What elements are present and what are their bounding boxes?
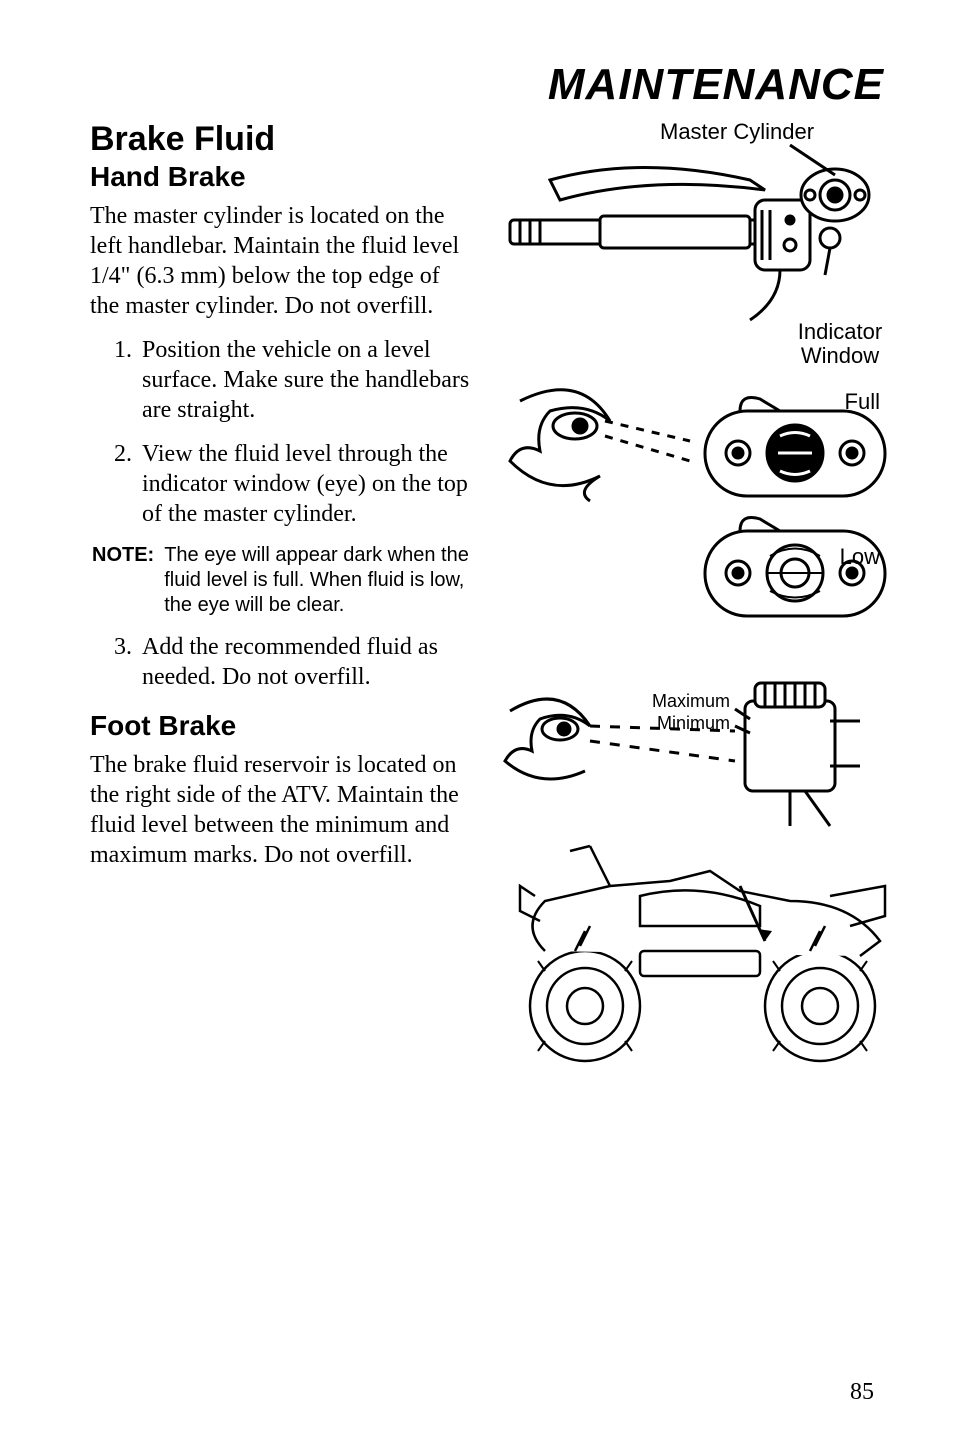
hand-brake-heading: Hand Brake	[90, 161, 470, 193]
master-cylinder-label: Master Cylinder	[660, 120, 814, 144]
illustration-column: Master Cylinder	[490, 120, 910, 1414]
maximum-label: Maximum	[640, 691, 730, 713]
atv-illustration	[490, 831, 910, 1071]
foot-brake-heading: Foot Brake	[90, 710, 470, 742]
section-title: Brake Fluid	[90, 120, 470, 159]
hand-brake-intro: The master cylinder is located on the le…	[90, 201, 470, 321]
step-2: View the fluid level through the indicat…	[138, 439, 470, 529]
note-block: NOTE: The eye will appear dark when the …	[90, 543, 470, 618]
low-label: Low	[840, 545, 880, 569]
indicator-window-label: Indicator Window	[770, 320, 910, 368]
page-title: MAINTENANCE	[90, 60, 884, 110]
step-3: Add the recommended fluid as needed. Do …	[138, 632, 470, 692]
full-label: Full	[845, 390, 880, 414]
foot-brake-body: The brake fluid reservoir is located on …	[90, 750, 470, 870]
text-column: Brake Fluid Hand Brake The master cylind…	[90, 120, 470, 1414]
note-text: The eye will appear dark when the fluid …	[164, 543, 470, 618]
minimum-label: Minimum	[640, 713, 730, 735]
handlebar-illustration	[490, 120, 910, 345]
low-indicator-illustration	[490, 516, 910, 631]
step-1: Position the vehicle on a level surface.…	[138, 335, 470, 425]
page-number: 85	[850, 1379, 874, 1406]
note-label: NOTE:	[92, 543, 154, 618]
